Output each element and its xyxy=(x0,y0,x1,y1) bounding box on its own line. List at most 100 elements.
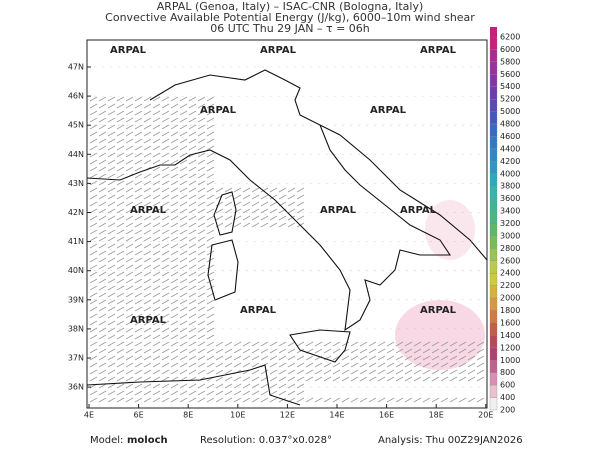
grid-dot xyxy=(318,212,320,213)
grid-dot xyxy=(334,124,336,126)
grid-dot xyxy=(158,328,160,330)
wind-barb xyxy=(143,159,152,165)
wind-barb xyxy=(269,194,278,200)
wind-barb xyxy=(98,264,107,270)
wind-barb xyxy=(116,187,125,193)
grid-dot xyxy=(334,357,336,359)
wind-barb xyxy=(233,348,242,354)
wind-barb xyxy=(359,355,368,361)
grid-dot xyxy=(398,357,400,359)
wind-barb xyxy=(134,285,143,291)
wind-barb xyxy=(206,362,215,368)
grid-dot xyxy=(438,241,440,243)
grid-dot xyxy=(302,95,304,97)
wind-barb xyxy=(287,194,296,200)
wind-barb xyxy=(215,348,224,354)
grid-dot xyxy=(318,95,320,97)
wind-barb xyxy=(206,306,215,312)
grid-dot xyxy=(326,124,328,126)
wind-barb xyxy=(269,215,278,221)
wind-barb xyxy=(134,376,143,382)
grid-dot xyxy=(134,212,136,213)
grid-dot xyxy=(398,328,400,330)
wind-barb xyxy=(134,208,143,214)
grid-dot xyxy=(470,328,472,330)
wind-barb xyxy=(224,362,233,368)
wind-barb xyxy=(107,222,116,228)
grid-dot xyxy=(270,357,272,359)
grid-dot xyxy=(366,212,368,213)
wind-barb xyxy=(449,397,458,403)
wind-barb xyxy=(179,236,188,242)
wind-barb xyxy=(179,390,188,396)
wind-barb xyxy=(296,362,305,368)
wind-barb xyxy=(179,215,188,221)
grid-dot xyxy=(438,183,440,184)
wind-barb xyxy=(323,348,332,354)
grid-dot xyxy=(294,212,296,213)
grid-dot xyxy=(414,328,416,330)
wind-barb xyxy=(278,376,287,382)
grid-dot xyxy=(102,95,104,97)
colorbar-label: 3200 xyxy=(500,219,520,228)
grid-dot xyxy=(350,357,352,359)
grid-dot xyxy=(110,124,112,126)
wind-barb xyxy=(107,110,116,116)
grid-dot xyxy=(406,66,408,68)
wind-barb xyxy=(134,348,143,354)
wind-barb xyxy=(188,257,197,263)
wind-barb xyxy=(89,215,98,221)
wind-barb xyxy=(98,131,107,137)
wind-barb xyxy=(413,348,422,354)
grid-dot xyxy=(238,328,240,330)
grid-dot xyxy=(142,270,144,272)
grid-dot xyxy=(358,183,360,184)
grid-dot xyxy=(278,95,280,97)
wind-barb xyxy=(98,348,107,354)
grid-dot xyxy=(150,212,152,213)
lat-label: 40N xyxy=(68,266,84,275)
wind-barb xyxy=(287,348,296,354)
wind-barb xyxy=(152,313,161,319)
grid-dot xyxy=(342,153,344,155)
grid-dot xyxy=(102,357,104,359)
wind-barb xyxy=(152,117,161,123)
wind-barb xyxy=(314,362,323,368)
grid-dot xyxy=(222,386,224,388)
grid-dot xyxy=(286,386,288,388)
wind-barb xyxy=(116,222,125,228)
wind-barb xyxy=(170,222,179,228)
wind-barb xyxy=(107,362,116,368)
wind-barb xyxy=(224,215,233,221)
wind-barb xyxy=(116,306,125,312)
wind-barb xyxy=(368,341,377,347)
wind-barb xyxy=(233,362,242,368)
wind-barb xyxy=(107,278,116,284)
grid-dot xyxy=(110,241,112,243)
grid-dot xyxy=(462,183,464,184)
grid-dot xyxy=(134,328,136,330)
wind-barb xyxy=(269,362,278,368)
grid-dot xyxy=(166,386,168,388)
wind-barb xyxy=(269,355,278,361)
wind-barb xyxy=(179,138,188,144)
colorbar-swatch xyxy=(489,248,498,261)
wind-barb xyxy=(107,138,116,144)
wind-barb xyxy=(89,278,98,284)
grid-dot xyxy=(278,241,280,243)
wind-barb xyxy=(188,110,197,116)
wind-barb xyxy=(179,96,188,102)
wind-barb xyxy=(242,376,251,382)
wind-barb xyxy=(188,264,197,270)
grid-dot xyxy=(286,299,288,301)
grid-dot xyxy=(470,66,472,68)
wind-barb xyxy=(116,166,125,172)
grid-dot xyxy=(414,241,416,243)
wind-barb xyxy=(98,208,107,214)
wind-barb xyxy=(404,355,413,361)
wind-barb xyxy=(170,236,179,242)
wind-barb xyxy=(107,215,116,221)
wind-barb xyxy=(170,229,179,235)
wind-barb xyxy=(116,117,125,123)
wind-barb xyxy=(188,327,197,333)
